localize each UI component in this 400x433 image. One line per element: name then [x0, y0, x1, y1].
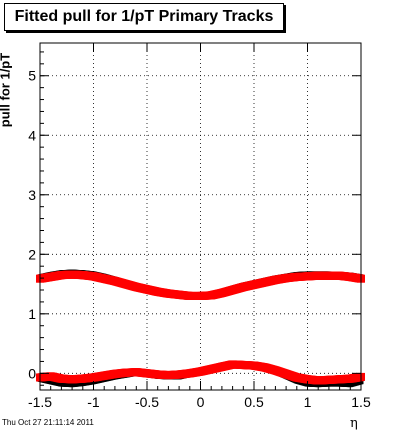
x-tick-label: 0 [197, 394, 205, 410]
y-tick-label: 5 [28, 68, 36, 84]
tick-labels: -1.5 -1 -0.5 0 0.5 1 1.5 0 1 2 3 4 5 [28, 68, 371, 410]
y-tick-label: 3 [28, 187, 36, 203]
y-tick-label: 0 [28, 365, 36, 381]
series-2 [36, 270, 365, 300]
y-tick-label: 1 [28, 306, 36, 322]
y-axis-label: pull for 1/pT [0, 52, 13, 128]
footer-timestamp: Thu Oct 27 21:11:14 2011 [2, 418, 94, 427]
y-tick-label: 4 [28, 127, 36, 143]
chart-title: Fitted pull for 1/pT Primary Tracks [14, 8, 274, 25]
x-tick-label: 1.5 [351, 394, 371, 410]
x-tick-label: 0.5 [244, 394, 264, 410]
x-axis-label: η [350, 416, 358, 431]
x-tick-label: -1 [87, 394, 100, 410]
grid-lines [40, 43, 361, 390]
data-markers [36, 269, 365, 388]
x-tick-label: -1.5 [28, 394, 52, 410]
y-tick-label: 2 [28, 246, 36, 262]
series-3 [36, 360, 365, 385]
chart-title-box: Fitted pull for 1/pT Primary Tracks [4, 3, 284, 31]
axes [39, 42, 362, 391]
x-tick-label: 1 [304, 394, 312, 410]
x-tick-label: -0.5 [135, 394, 159, 410]
